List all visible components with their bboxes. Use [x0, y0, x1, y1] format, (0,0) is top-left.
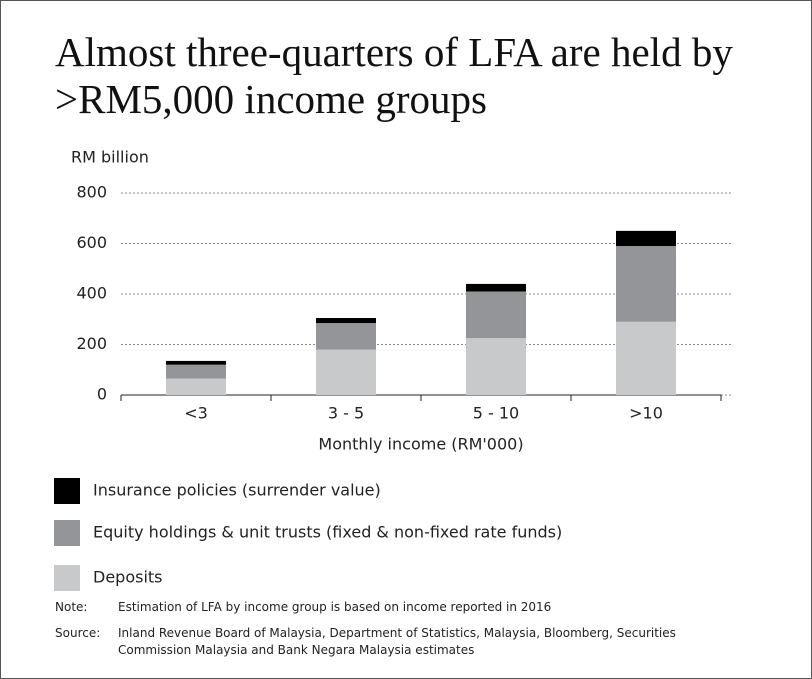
legend-label: Equity holdings & unit trusts (fixed & n…: [93, 523, 562, 542]
bar-segment: [616, 321, 676, 395]
y-axis-label: RM billion: [71, 148, 149, 167]
bar-segment: [616, 246, 676, 322]
chart-title: Almost three-quarters of LFA are held by…: [55, 29, 733, 122]
bar-segment: [166, 364, 226, 379]
legend-label: Deposits: [93, 568, 163, 587]
x-tick-label: <3: [184, 404, 208, 423]
bar-segment: [316, 317, 376, 324]
x-axis-label: Monthly income (RM'000): [318, 435, 523, 454]
legend-label: Insurance policies (surrender value): [93, 481, 381, 500]
bar-segment: [316, 323, 376, 350]
bar-segment: [616, 230, 676, 247]
legend-swatch: [54, 520, 80, 546]
bar-segment: [466, 291, 526, 339]
y-tick-label: 400: [76, 284, 107, 303]
bar-segment: [466, 283, 526, 292]
legend-swatch: [54, 478, 80, 504]
y-tick-label: 200: [76, 334, 107, 353]
y-tick-label: 600: [76, 233, 107, 252]
source-text: Inland Revenue Board of Malaysia, Depart…: [118, 626, 676, 657]
note-text: Estimation of LFA by income group is bas…: [118, 600, 552, 614]
bar-segment: [316, 349, 376, 395]
source-label: Source:: [55, 626, 101, 640]
x-tick-label: >10: [629, 404, 663, 423]
note-label: Note:: [55, 600, 88, 614]
x-tick-label: 5 - 10: [473, 404, 519, 423]
bar-segment: [166, 378, 226, 395]
y-tick-label: 0: [97, 385, 107, 404]
legend-swatch: [54, 565, 80, 591]
bar-segment: [466, 338, 526, 395]
y-tick-label: 800: [76, 183, 107, 202]
bar-segment: [166, 360, 226, 365]
x-tick-label: 3 - 5: [328, 404, 364, 423]
